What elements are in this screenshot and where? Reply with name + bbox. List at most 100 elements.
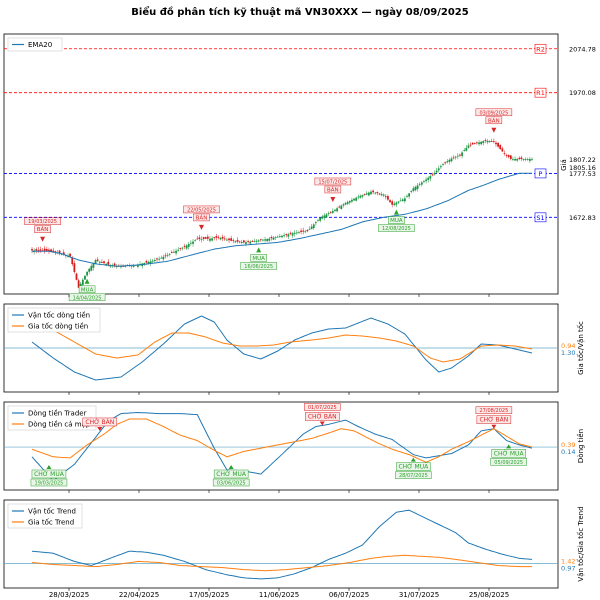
candle-body bbox=[329, 212, 332, 213]
signal-date-box bbox=[24, 217, 61, 225]
candle-body bbox=[151, 260, 154, 262]
sell-arrow-icon bbox=[491, 424, 497, 429]
price-panel: R2 2074.78 R1 1970.08 P 1777.53 S1 1672.83 1807.… bbox=[4, 37, 596, 302]
signal-label: CHỜ MUA bbox=[216, 471, 247, 478]
candle-body bbox=[518, 157, 521, 159]
signal-label-box bbox=[78, 285, 96, 294]
candle-body bbox=[98, 261, 101, 263]
candle-body bbox=[228, 238, 230, 241]
level-badge-r2 bbox=[534, 43, 547, 54]
candle-body bbox=[452, 157, 455, 159]
legend-label-0: Vận tốc Trend bbox=[28, 508, 76, 516]
candle-body bbox=[319, 217, 322, 221]
signal-label: CHỜ MUA bbox=[398, 464, 429, 471]
sell-arrow-icon bbox=[97, 426, 103, 431]
candle-body bbox=[183, 246, 186, 247]
candle-body bbox=[490, 141, 493, 143]
signal-date: 22/05/2025 bbox=[187, 207, 216, 213]
candle-body bbox=[298, 232, 300, 234]
candle-body bbox=[219, 237, 222, 240]
flow-signal-buy-6: CHỜ MUA 05/09/2025 bbox=[490, 444, 527, 466]
candle-body bbox=[401, 199, 404, 202]
legend-label-1: Dòng tiền cá mập bbox=[28, 421, 91, 429]
candle-body bbox=[177, 249, 180, 251]
candle-body bbox=[325, 214, 328, 218]
signal-label-box bbox=[485, 116, 503, 125]
candle-body bbox=[353, 198, 355, 201]
candle-body bbox=[442, 164, 444, 165]
candle-body bbox=[54, 251, 57, 253]
candle-body bbox=[427, 177, 430, 180]
ema20-legend-label: EMA20 bbox=[28, 41, 52, 49]
signal-date: 05/09/2025 bbox=[494, 460, 523, 466]
candle-body bbox=[382, 194, 385, 196]
candle-body bbox=[456, 155, 459, 157]
buy-arrow-icon bbox=[84, 278, 90, 284]
candle-body bbox=[88, 268, 91, 272]
candle-body bbox=[420, 182, 423, 185]
panel-legend bbox=[7, 307, 101, 333]
signal-label: CHỜ BÁN bbox=[479, 417, 508, 424]
candle-body bbox=[270, 237, 273, 239]
series-line-1 bbox=[31, 554, 532, 572]
candle-body bbox=[107, 261, 110, 265]
candle-body bbox=[79, 283, 82, 287]
candle-body bbox=[39, 249, 42, 251]
candle-body bbox=[96, 259, 99, 261]
signal-buy-1: MUA 14/04/2025 bbox=[68, 278, 106, 302]
candle-body bbox=[321, 216, 324, 219]
candle-body bbox=[435, 170, 438, 173]
candle-body bbox=[463, 150, 466, 151]
candle-body bbox=[84, 275, 86, 280]
candle-body bbox=[274, 237, 277, 238]
candle-body bbox=[314, 222, 317, 224]
level-badge-p bbox=[534, 168, 547, 179]
level-name-r1: R1 bbox=[536, 89, 545, 97]
signal-date-box bbox=[68, 293, 106, 302]
level-value-p: 1777.53 bbox=[569, 170, 596, 178]
x-tick-label: 28/03/2025 bbox=[49, 591, 89, 599]
candle-body bbox=[433, 172, 436, 175]
candle-body bbox=[431, 174, 434, 176]
signal-date: 19/03/2025 bbox=[35, 481, 64, 487]
x-tick-label: 25/08/2025 bbox=[469, 591, 509, 599]
signal-buy-3: MUA 16/06/2025 bbox=[240, 247, 277, 270]
candle-body bbox=[168, 253, 171, 255]
signal-label: MUA bbox=[81, 287, 94, 293]
candle-body bbox=[439, 166, 442, 168]
legend-label-0: Dòng tiền Trader bbox=[28, 410, 87, 418]
candle-body bbox=[338, 206, 341, 208]
candle-body bbox=[213, 237, 216, 239]
candle-body bbox=[249, 241, 252, 244]
candle-body bbox=[429, 176, 432, 179]
value-label-0: 0.94 bbox=[561, 342, 575, 350]
candle-body bbox=[187, 244, 190, 247]
candle-body bbox=[342, 204, 345, 206]
level-value-r2: 2074.78 bbox=[569, 45, 596, 53]
candle-body bbox=[302, 230, 305, 232]
candle-body bbox=[103, 261, 105, 264]
signal-label-box bbox=[193, 213, 210, 222]
candle-body bbox=[425, 179, 427, 182]
candle-body bbox=[507, 155, 510, 158]
candle-body bbox=[410, 190, 413, 192]
candle-body bbox=[247, 241, 250, 242]
candle-body bbox=[217, 236, 220, 238]
candle-body bbox=[437, 168, 440, 171]
candle-body bbox=[62, 252, 65, 255]
candle-body bbox=[418, 183, 421, 185]
candle-body bbox=[185, 245, 188, 249]
trend-panel-frame bbox=[3, 499, 559, 589]
candle-body bbox=[211, 238, 213, 241]
candle-body bbox=[173, 251, 175, 253]
candle-body bbox=[86, 271, 88, 276]
level-value-s1: 1672.83 bbox=[569, 214, 596, 222]
signal-label: BÁN bbox=[488, 117, 500, 124]
candle-body bbox=[308, 228, 311, 230]
candle-body bbox=[48, 249, 50, 252]
candle-body bbox=[336, 208, 338, 212]
candle-body bbox=[473, 143, 476, 144]
candle-body bbox=[503, 153, 506, 154]
candle-body bbox=[499, 144, 502, 150]
